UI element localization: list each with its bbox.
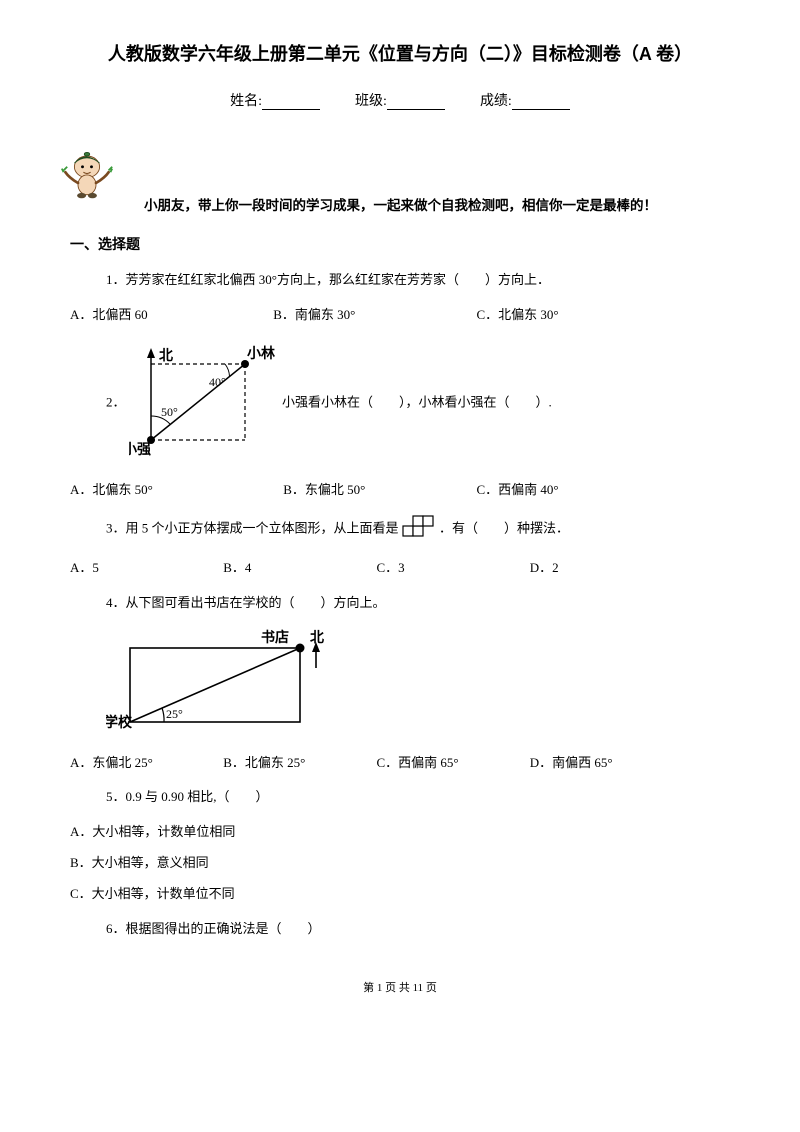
q2-angle1: 40° (209, 375, 226, 389)
q6-num: 6． (106, 921, 126, 936)
q2-figure: 北 小林 小强 40° 50° (129, 340, 279, 460)
q5-opt-b-row: B．大小相等，意义相同 (70, 853, 730, 874)
name-blank[interactable] (262, 95, 320, 110)
page-title: 人教版数学六年级上册第二单元《位置与方向（二）》目标检测卷（A 卷） (70, 40, 730, 66)
name-label: 姓名: (230, 94, 262, 109)
q3-options: A．5 B．4 C．3 D．2 (70, 558, 730, 579)
question-6: 6．根据图得出的正确说法是（ ） (106, 919, 730, 940)
q6-text: 根据图得出的正确说法是（ ） (126, 921, 321, 936)
q3-figure (402, 515, 436, 537)
q4-text: 从下图可看出书店在学校的（ ）方向上。 (126, 595, 386, 610)
q2-opt-a[interactable]: A．北偏东 50° (70, 480, 280, 501)
mascot-icon (60, 147, 114, 201)
q4-angle: 25° (166, 707, 183, 721)
q3-opt-d[interactable]: D．2 (530, 558, 559, 579)
q5-opt-a-row: A．大小相等，计数单位相同 (70, 822, 730, 843)
q5-text: 0.9 与 0.90 相比,（ ） (126, 789, 269, 804)
q4-opt-b[interactable]: B．北偏东 25° (223, 753, 373, 774)
q3-opt-c[interactable]: C．3 (377, 558, 527, 579)
q3-opt-b[interactable]: B．4 (223, 558, 373, 579)
q2-xiaoqiang-label: 小强 (129, 442, 151, 458)
score-label: 成绩: (480, 94, 512, 109)
q5-opt-b[interactable]: B．大小相等，意义相同 (70, 853, 209, 874)
q2-opt-c[interactable]: C．西偏南 40° (477, 480, 559, 501)
q4-opt-d[interactable]: D．南偏西 65° (530, 753, 613, 774)
q4-north-label: 北 (310, 630, 324, 646)
q1-text: 芳芳家在红红家北偏西 30°方向上，那么红红家在芳芳家（ ）方向上． (126, 272, 550, 287)
q5-opt-a[interactable]: A．大小相等，计数单位相同 (70, 822, 235, 843)
q4-options: A．东偏北 25° B．北偏东 25° C．西偏南 65° D．南偏西 65° (70, 753, 730, 774)
q1-opt-b[interactable]: B．南偏东 30° (273, 305, 473, 326)
score-blank[interactable] (512, 95, 570, 110)
q2-num: 2． (106, 394, 126, 409)
question-3: 3．用 5 个小正方体摆成一个立体图形，从上面看是 ．有（ ）种摆法． (106, 515, 730, 544)
form-row: 姓名: 班级: 成绩: (70, 90, 730, 110)
q1-opt-c[interactable]: C．北偏东 30° (477, 305, 559, 326)
q4-figure: 书店 北 学校 25° (106, 628, 346, 738)
q4-shudian-label: 书店 (261, 629, 289, 646)
question-2: 2． 北 小林 小强 40° 50° 小强看小林在（ ），小林看小强在（ ）. (106, 340, 730, 467)
q2-text: 小强看小林在（ ），小林看小强在（ ）. (282, 394, 552, 409)
q3-opt-a[interactable]: A．5 (70, 558, 220, 579)
q2-angle2: 50° (161, 405, 178, 419)
section-heading: 一、选择题 (70, 234, 730, 254)
question-1: 1．芳芳家在红红家北偏西 30°方向上，那么红红家在芳芳家（ ）方向上． (106, 270, 730, 291)
q4-opt-c[interactable]: C．西偏南 65° (377, 753, 527, 774)
class-label: 班级: (355, 94, 387, 109)
q5-opt-c-row: C．大小相等，计数单位不同 (70, 884, 730, 905)
q1-num: 1． (106, 272, 126, 287)
q2-opt-b[interactable]: B．东偏北 50° (283, 480, 473, 501)
q5-opt-c[interactable]: C．大小相等，计数单位不同 (70, 884, 235, 905)
q4-xuexiao-label: 学校 (106, 714, 133, 731)
encourage-text: 小朋友，带上你一段时间的学习成果，一起来做个自我检测吧，相信你一定是最棒的！ (144, 134, 657, 214)
q3-num: 3． (106, 521, 126, 536)
page-footer: 第 1 页 共 11 页 (70, 979, 730, 995)
q2-xiaolin-label: 小林 (247, 345, 275, 362)
q3-text-after: ．有（ ）种摆法． (439, 521, 569, 536)
q5-num: 5． (106, 789, 126, 804)
q2-north-label: 北 (159, 348, 173, 364)
question-4: 4．从下图可看出书店在学校的（ ）方向上。 (106, 593, 730, 614)
q1-options: A．北偏西 60 B．南偏东 30° C．北偏东 30° (70, 305, 730, 326)
class-blank[interactable] (387, 95, 445, 110)
q4-num: 4． (106, 595, 126, 610)
q1-opt-a[interactable]: A．北偏西 60 (70, 305, 270, 326)
q2-options: A．北偏东 50° B．东偏北 50° C．西偏南 40° (70, 480, 730, 501)
q4-opt-a[interactable]: A．东偏北 25° (70, 753, 220, 774)
question-5: 5．0.9 与 0.90 相比,（ ） (106, 787, 730, 808)
q3-text-before: 用 5 个小正方体摆成一个立体图形，从上面看是 (126, 521, 399, 536)
